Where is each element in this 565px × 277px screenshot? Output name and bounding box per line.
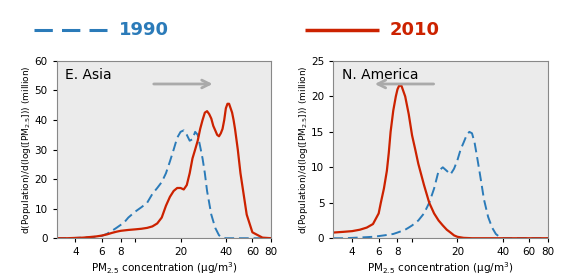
Y-axis label: d(Population)/d(log([PM$_{2.5}$])) (million): d(Population)/d(log([PM$_{2.5}$])) (mill… (297, 65, 310, 234)
Text: 1990: 1990 (119, 22, 168, 39)
Text: E. Asia: E. Asia (65, 68, 112, 82)
X-axis label: PM$_{2.5}$ concentration (μg/m$^3$): PM$_{2.5}$ concentration (μg/m$^3$) (367, 260, 514, 276)
Text: 2010: 2010 (390, 22, 440, 39)
Text: N. America: N. America (342, 68, 419, 82)
Y-axis label: d(Population)/d(log([PM$_{2.5}$])) (million): d(Population)/d(log([PM$_{2.5}$])) (mill… (20, 65, 33, 234)
X-axis label: PM$_{2.5}$ concentration (μg/m$^3$): PM$_{2.5}$ concentration (μg/m$^3$) (90, 260, 237, 276)
